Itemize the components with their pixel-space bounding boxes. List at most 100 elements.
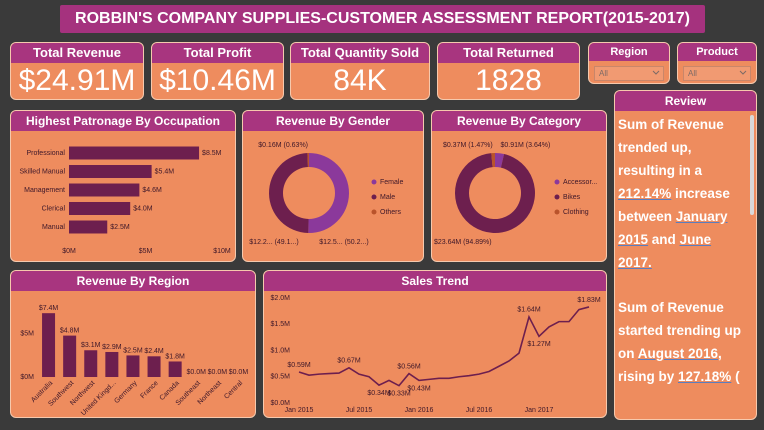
value-label: $0.33M <box>387 391 411 398</box>
category-label: Manual <box>42 224 65 231</box>
review-paragraph: Sum of Revenue trended up, resulting in … <box>618 113 744 274</box>
value-label: $0.37M (1.47%) <box>443 142 493 149</box>
legend-label: Accessor... <box>563 179 597 186</box>
value-label: $0.91M (3.64%) <box>500 142 550 149</box>
chart-panel: Revenue By Category $0.91M (3.64%) Access… <box>431 110 607 262</box>
category-label: Clerical <box>42 205 66 212</box>
review-text: Sum of Revenue trended up, resulting in … <box>618 117 724 178</box>
dropdown[interactable]: All <box>594 66 664 81</box>
kpi-card: Total Revenue $24.91M <box>10 42 144 100</box>
review-title: Review <box>615 91 756 111</box>
x-tick-label: $5M <box>139 248 153 255</box>
review-text: ( <box>731 369 740 384</box>
review-text: rising by <box>618 369 679 384</box>
chart-title: Revenue By Category <box>432 111 606 131</box>
scrollbar[interactable] <box>750 115 754 215</box>
x-tick-label: $0M <box>62 248 76 255</box>
bar <box>126 355 140 377</box>
kpi-value: $10.46M <box>159 64 276 97</box>
kpi-value: 84K <box>333 64 387 97</box>
line <box>298 306 590 387</box>
value-label: $4.0M <box>133 205 153 212</box>
chart-title: Revenue By Gender <box>243 111 423 131</box>
review-text: January 2015 <box>618 209 728 247</box>
bar <box>147 356 161 377</box>
slice <box>455 153 535 233</box>
legend-label: Clothing <box>563 209 589 216</box>
chart-panel: Revenue By Region $0M $5M $7.4M Australia $4… <box>10 270 256 418</box>
bar <box>105 351 119 377</box>
kpi-card: Total Profit $10.46M <box>151 42 284 100</box>
x-tick-label: Jan 2017 <box>525 407 554 414</box>
slicer-label: Region <box>589 43 669 61</box>
kpi-value: $24.91M <box>18 64 136 97</box>
value-label: $0.56M <box>397 363 421 370</box>
review-body: Sum of Revenue trended up, resulting in … <box>615 111 756 388</box>
bar <box>63 335 77 377</box>
value-label: $12.2... (49.1...) <box>249 239 298 246</box>
value-label: $2.9M <box>102 344 122 351</box>
x-tick-label: Jan 2016 <box>405 407 434 414</box>
review-text: June 2017. <box>618 232 712 270</box>
value-label: $5.4M <box>155 168 175 175</box>
x-tick-label: Jul 2016 <box>466 407 493 414</box>
review-text: increase between <box>618 186 730 224</box>
legend-swatch <box>371 209 377 215</box>
chart: $12.5... (50.2...) Female $12.2... (49.1..… <box>249 142 403 246</box>
value-label: $2.5M <box>110 224 130 231</box>
chart-title: Sales Trend <box>264 271 606 291</box>
dropdown[interactable]: All <box>683 66 751 81</box>
value-label: $0.0M <box>208 369 228 376</box>
bar <box>69 165 152 178</box>
review-text: 127.18% <box>678 369 732 384</box>
y-tick-label: $0M <box>20 374 34 381</box>
chart-panel: Revenue By Gender $12.5... (50.2...) Fema… <box>242 110 424 262</box>
legend-label: Male <box>380 194 395 201</box>
value-label: $4.6M <box>142 187 162 194</box>
bar <box>69 220 108 234</box>
kpi-label: Total Revenue <box>11 43 143 63</box>
slice <box>495 153 505 168</box>
y-tick-label: $0.0M <box>271 400 291 407</box>
category-label: Management <box>24 187 65 194</box>
value-label: $2.4M <box>144 348 164 355</box>
y-tick-label: $1.0M <box>271 347 291 354</box>
x-tick-label: France <box>139 380 159 400</box>
review-text: 212.14% <box>618 186 672 201</box>
legend-swatch <box>554 179 560 185</box>
y-tick-label: $1.5M <box>271 321 291 328</box>
slice <box>491 153 495 168</box>
value-label: $23.64M (94.89%) <box>434 239 492 246</box>
chevron <box>652 70 660 75</box>
y-tick-label: $0.5M <box>271 374 291 381</box>
review-panel: Review Sum of Revenue trended up, result… <box>614 90 757 420</box>
category-label: Professional <box>26 150 65 157</box>
value-label: $0.67M <box>337 358 361 365</box>
legend-label: Bikes <box>563 194 581 201</box>
value-label: $4.8M <box>60 327 80 334</box>
value-label: $7.4M <box>39 305 59 312</box>
value-label: $1.8M <box>165 353 185 360</box>
kpi-label: Total Quantity Sold <box>291 43 429 63</box>
slice <box>308 153 349 233</box>
category-label: Skilled Manual <box>19 168 65 175</box>
chart: $0M$5M$7.4MAustralia$4.8MSouthwest$3.1MN… <box>20 305 249 416</box>
chevron <box>739 70 747 75</box>
value-label: $1.27M <box>527 341 551 348</box>
slice <box>307 153 309 168</box>
kpi-card: Total Returned 1828 <box>437 42 580 100</box>
value-label: $0.0M <box>229 369 249 376</box>
review-text: Sum of Revenue started trending up on <box>618 300 742 361</box>
review-text: and <box>648 232 680 247</box>
dropdown-value: All <box>599 69 608 78</box>
kpi-value: 1828 <box>475 64 542 97</box>
value-label: $3.1M <box>81 342 101 349</box>
value-label: $1.64M <box>517 307 541 314</box>
value-label: $0.43M <box>407 385 431 392</box>
chart: $0M $5M $10M Professional $8.5M Skilled Manua… <box>19 146 231 255</box>
bar <box>69 183 140 197</box>
chart: $0.0M $0.5M $1.0M $1.5M $2.0M Jan 2015 Jul 201… <box>271 295 601 414</box>
chart: $0.91M (3.64%) Accessor... $23.64M (94.89%… <box>434 142 597 246</box>
legend-swatch <box>554 194 560 200</box>
